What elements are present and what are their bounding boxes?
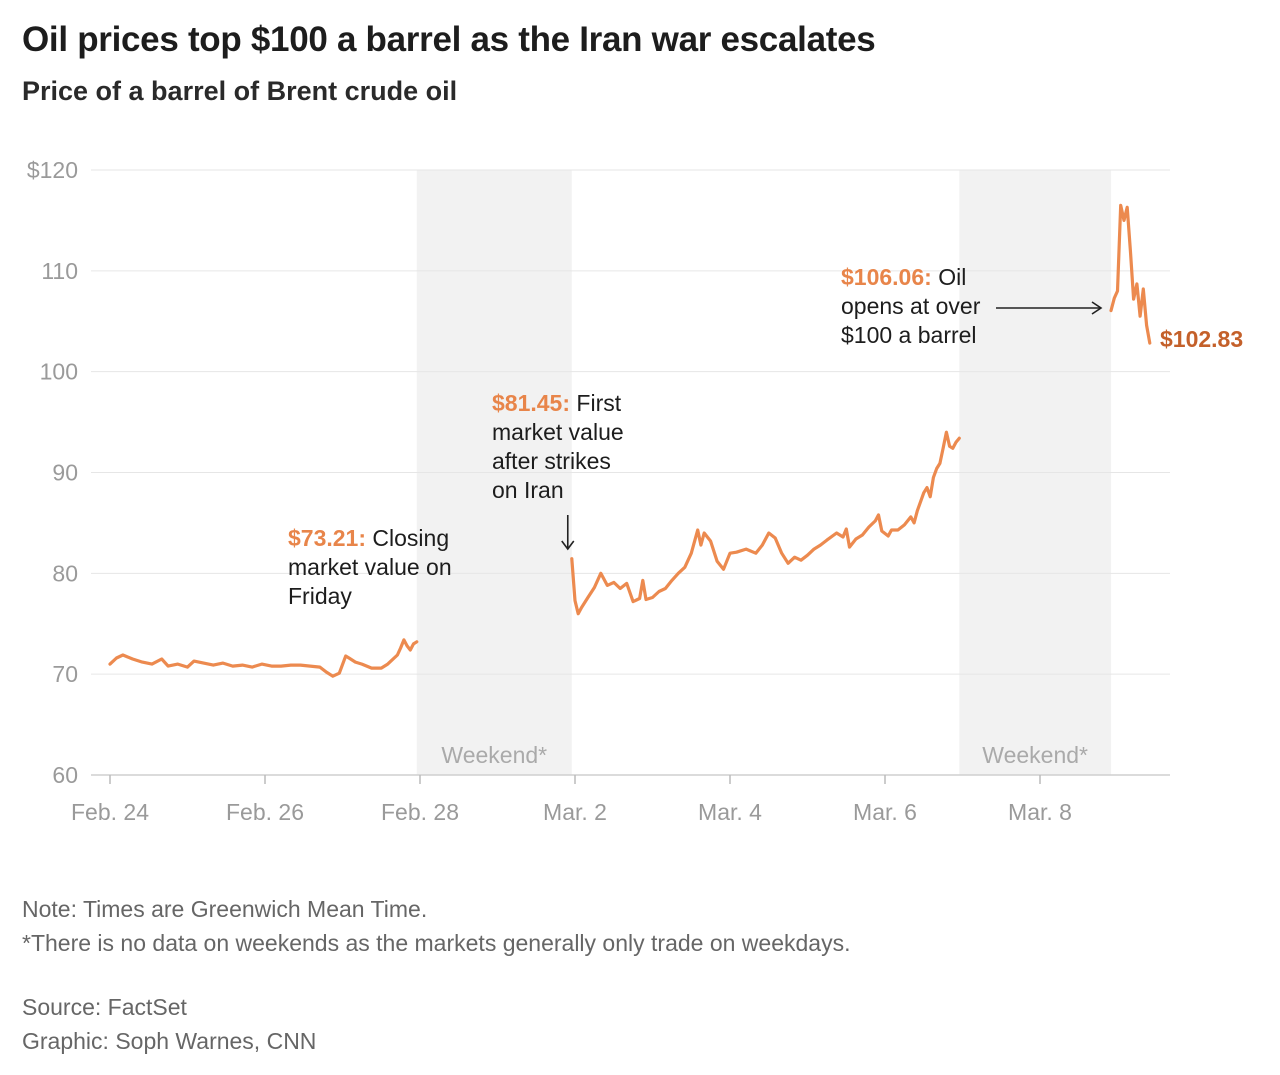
y-tick-label: $120 [27, 157, 78, 183]
weekend-label: Weekend* [441, 742, 547, 768]
x-tick-label: Feb. 24 [71, 799, 149, 825]
annotation-oil-opens: $106.06: Oil opens at over $100 a barrel [841, 263, 980, 350]
annotation-text: on Iran [492, 477, 564, 503]
graphic-credit-text: Graphic: Soph Warnes, CNN [22, 1028, 317, 1054]
chart-title: Oil prices top $100 a barrel as the Iran… [22, 20, 876, 59]
annotation-text: Closing [372, 525, 450, 551]
down-arrow-head [561, 540, 575, 551]
annotation-text: Friday [288, 583, 352, 609]
gridlines [91, 169, 1170, 776]
annotation-friday-close: $73.21: Closing market value on Friday [288, 524, 452, 611]
y-tick-label: 60 [52, 762, 78, 788]
annotation-text: First [576, 390, 622, 416]
annotation-first-after-strikes: $81.45: First market value after strikes… [492, 389, 624, 505]
line-chart: Weekend* Weekend* 60 70 80 90 100 110 $120 Feb.… [27, 157, 1170, 825]
y-tick-label: 70 [52, 661, 78, 687]
price-line [1109, 203, 1152, 345]
end-value-label: $102.83 [1160, 326, 1244, 352]
annotation-value: $106.06: [841, 264, 932, 290]
weekend-note-text: *There is no data on weekends as the mar… [22, 930, 851, 956]
annotation-text: market value on [288, 554, 452, 580]
annotation-value: $81.45: [492, 390, 571, 416]
chart-subtitle: Price of a barrel of Brent crude oil [22, 76, 458, 106]
y-tick-label: 110 [41, 258, 78, 284]
annotation-value: $73.21: [288, 525, 367, 551]
price-line [108, 638, 419, 678]
x-tick-label: Mar. 2 [543, 799, 607, 825]
x-tick-label: Mar. 4 [698, 799, 762, 825]
annotation-text: Oil [938, 264, 967, 290]
source-text: Source: FactSet [22, 994, 187, 1020]
annotation-text: after strikes [492, 448, 611, 474]
annotation-text: $100 a barrel [841, 322, 977, 348]
x-tick-label: Feb. 28 [381, 799, 459, 825]
y-tick-label: 100 [40, 359, 78, 385]
weekend-label: Weekend* [982, 742, 1088, 768]
annotation-text: opens at over [841, 293, 981, 319]
price-series [108, 203, 1152, 678]
right-arrow-head [1091, 301, 1103, 315]
x-tick-label: Mar. 8 [1008, 799, 1072, 825]
x-tick-label: Mar. 6 [853, 799, 917, 825]
price-line [570, 430, 961, 616]
y-tick-label: 90 [52, 460, 78, 486]
y-tick-label: 80 [52, 560, 78, 586]
note-text: Note: Times are Greenwich Mean Time. [22, 896, 428, 922]
y-axis: 60 70 80 90 100 110 $120 [27, 157, 78, 788]
annotation-arrows [561, 301, 1103, 551]
annotation-text: market value [492, 419, 624, 445]
x-axis: Feb. 24 Feb. 26 Feb. 28 Mar. 2 Mar. 4 Mar. 6 M… [71, 775, 1072, 825]
x-tick-label: Feb. 26 [226, 799, 304, 825]
